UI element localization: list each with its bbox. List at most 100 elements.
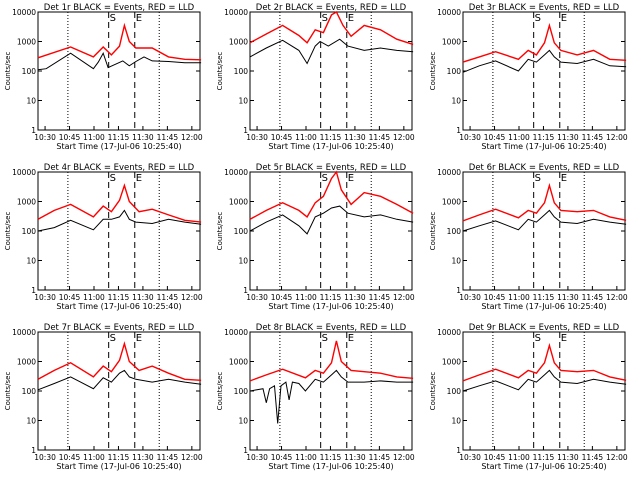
x-tick-label: 10:45 <box>59 293 81 302</box>
red-lld-line <box>462 22 627 63</box>
marker-S-label: S <box>322 173 328 184</box>
y-tick-label: 1000 <box>229 358 248 367</box>
marker-E-label: E <box>561 13 567 24</box>
x-tick-label: 11:15 <box>108 133 130 142</box>
x-axis-label: Start Time (17-Jul-06 10:25:40) <box>481 462 606 471</box>
marker-S-label: S <box>535 13 541 24</box>
black-events-line <box>37 209 202 232</box>
x-tick-label: 10:30 <box>459 293 481 302</box>
x-axis-label: Start Time (17-Jul-06 10:25:40) <box>56 142 181 151</box>
x-tick-label: 11:00 <box>508 453 530 462</box>
marker-S-label: S <box>110 13 116 24</box>
x-tick-label: 10:30 <box>34 293 56 302</box>
x-tick-label: 10:30 <box>246 293 268 302</box>
x-tick-label: 10:45 <box>271 453 293 462</box>
y-tick-label: 100 <box>447 227 462 236</box>
y-axis-label: Counts/sec <box>429 52 437 91</box>
marker-S-label: S <box>322 333 328 344</box>
x-tick-label: 11:30 <box>344 293 366 302</box>
y-tick-label: 1000 <box>442 358 461 367</box>
marker-S-label: S <box>110 173 116 184</box>
x-tick-label: 11:45 <box>582 133 604 142</box>
x-axis-label: Start Time (17-Jul-06 10:25:40) <box>268 302 393 311</box>
x-tick-label: 11:45 <box>369 453 391 462</box>
panel-det-2: Det 2r BLACK = Events, RED = LLD 1 10 100 10… <box>216 3 415 151</box>
y-tick-label: 10000 <box>437 328 461 337</box>
red-lld-line <box>37 22 202 61</box>
x-tick-label: 10:30 <box>34 133 56 142</box>
black-events-line <box>249 38 414 65</box>
red-lld-line <box>462 182 627 222</box>
x-tick-label: 10:45 <box>484 453 506 462</box>
panel-title: Det 7r BLACK = Events, RED = LLD <box>44 323 195 333</box>
y-tick-label: 1 <box>31 446 36 455</box>
plot-frame <box>462 331 626 451</box>
panel-det-5: Det 5r BLACK = Events, RED = LLD 1 10 100 10… <box>216 163 415 311</box>
x-tick-label: 11:00 <box>508 133 530 142</box>
plot-frame <box>37 11 201 131</box>
x-tick-label: 11:15 <box>320 293 342 302</box>
x-tick-label: 11:45 <box>157 133 179 142</box>
black-events-line <box>37 369 202 391</box>
y-tick-label: 1000 <box>442 198 461 207</box>
black-events-line <box>462 49 627 73</box>
marker-E-label: E <box>561 333 567 344</box>
y-axis-label: Counts/sec <box>216 52 224 91</box>
y-axis-label: Counts/sec <box>216 372 224 411</box>
black-events-line <box>462 369 627 392</box>
black-events-line <box>37 51 202 71</box>
marker-E-label: E <box>136 333 142 344</box>
x-tick-label: 11:30 <box>344 453 366 462</box>
x-tick-label: 11:15 <box>533 453 555 462</box>
y-tick-label: 10000 <box>437 168 461 177</box>
y-axis-label: Counts/sec <box>4 372 12 411</box>
y-tick-label: 1000 <box>229 38 248 47</box>
x-tick-label: 12:00 <box>181 293 203 302</box>
x-tick-label: 11:00 <box>83 133 105 142</box>
y-tick-label: 10 <box>451 257 461 266</box>
panel-det-3: Det 3r BLACK = Events, RED = LLD 1 10 100 10… <box>429 3 628 151</box>
red-lld-line <box>249 170 414 220</box>
x-tick-label: 12:00 <box>181 453 203 462</box>
x-tick-label: 11:30 <box>557 453 579 462</box>
y-tick-label: 1 <box>243 446 248 455</box>
x-tick-label: 11:00 <box>83 293 105 302</box>
red-lld-line <box>249 340 414 382</box>
x-axis-label: Start Time (17-Jul-06 10:25:40) <box>481 142 606 151</box>
y-tick-label: 1000 <box>229 198 248 207</box>
panel-title: Det 8r BLACK = Events, RED = LLD <box>256 323 407 333</box>
x-tick-label: 11:45 <box>582 453 604 462</box>
y-tick-label: 10000 <box>224 168 248 177</box>
marker-E-label: E <box>561 173 567 184</box>
marker-S-label: S <box>535 173 541 184</box>
x-tick-label: 11:30 <box>132 133 154 142</box>
panel-title: Det 4r BLACK = Events, RED = LLD <box>44 163 195 173</box>
x-tick-label: 11:00 <box>295 133 317 142</box>
x-axis-label: Start Time (17-Jul-06 10:25:40) <box>481 302 606 311</box>
x-tick-label: 11:15 <box>320 133 342 142</box>
y-tick-label: 100 <box>447 387 462 396</box>
marker-S-label: S <box>535 333 541 344</box>
red-lld-line <box>462 342 627 382</box>
y-tick-label: 10 <box>451 97 461 106</box>
y-tick-label: 10000 <box>437 8 461 17</box>
y-tick-label: 10 <box>26 257 36 266</box>
y-tick-label: 10 <box>238 97 248 106</box>
marker-E-label: E <box>348 173 354 184</box>
x-tick-label: 11:30 <box>132 293 154 302</box>
x-axis-label: Start Time (17-Jul-06 10:25:40) <box>268 142 393 151</box>
y-tick-label: 100 <box>234 67 249 76</box>
y-tick-label: 1 <box>456 126 461 135</box>
y-tick-label: 10000 <box>224 8 248 17</box>
x-tick-label: 11:30 <box>557 293 579 302</box>
panel-det-8: Det 8r BLACK = Events, RED = LLD 1 10 100 10… <box>216 323 415 471</box>
x-tick-label: 12:00 <box>393 453 415 462</box>
y-tick-label: 10 <box>451 417 461 426</box>
plot-frame <box>462 171 626 291</box>
panel-title: Det 6r BLACK = Events, RED = LLD <box>469 163 620 173</box>
y-tick-label: 100 <box>22 227 37 236</box>
x-tick-label: 11:15 <box>108 293 130 302</box>
y-axis-label: Counts/sec <box>429 212 437 251</box>
marker-S-label: S <box>110 333 116 344</box>
x-tick-label: 11:15 <box>320 453 342 462</box>
